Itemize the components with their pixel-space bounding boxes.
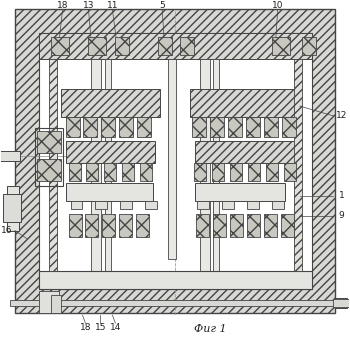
Bar xyxy=(247,214,260,237)
Bar xyxy=(10,300,341,306)
Bar xyxy=(49,59,57,271)
Bar xyxy=(65,117,79,137)
Bar xyxy=(200,59,210,279)
Text: 12: 12 xyxy=(336,111,347,120)
Bar xyxy=(230,163,242,181)
Bar xyxy=(248,163,260,181)
Bar xyxy=(334,299,350,307)
Bar xyxy=(282,117,296,137)
Bar xyxy=(103,214,116,237)
Bar xyxy=(38,33,312,59)
Bar xyxy=(104,163,116,181)
Bar xyxy=(84,117,97,137)
Bar xyxy=(212,163,224,181)
Bar xyxy=(38,291,58,313)
Text: 14: 14 xyxy=(110,323,121,332)
Bar xyxy=(246,117,260,137)
Bar xyxy=(65,141,155,163)
Bar xyxy=(266,163,278,181)
Bar xyxy=(119,214,132,237)
Bar xyxy=(213,59,219,279)
Bar xyxy=(195,183,285,200)
Text: 18: 18 xyxy=(80,323,91,332)
Bar xyxy=(192,117,206,137)
Bar xyxy=(281,214,294,237)
Bar xyxy=(210,117,224,137)
Bar xyxy=(105,59,111,279)
Bar xyxy=(222,200,234,209)
Bar xyxy=(264,117,278,137)
Bar xyxy=(7,186,19,231)
Bar xyxy=(136,214,149,237)
Bar xyxy=(37,159,61,181)
Text: 1: 1 xyxy=(338,191,344,200)
Text: 10: 10 xyxy=(272,1,284,10)
Text: 15: 15 xyxy=(94,323,106,332)
Text: 16: 16 xyxy=(1,226,13,235)
Bar xyxy=(122,163,134,181)
Bar xyxy=(272,200,284,209)
Bar xyxy=(294,59,302,271)
Bar xyxy=(96,200,107,209)
Bar xyxy=(51,37,69,55)
Bar xyxy=(3,194,21,222)
Bar xyxy=(102,117,116,137)
Bar xyxy=(140,163,152,181)
Bar xyxy=(35,128,63,186)
Bar xyxy=(85,214,98,237)
Text: 9: 9 xyxy=(338,211,344,220)
Bar xyxy=(145,200,157,209)
Bar xyxy=(38,271,312,289)
Bar xyxy=(69,163,81,181)
Bar xyxy=(228,117,242,137)
Bar xyxy=(120,200,132,209)
Bar xyxy=(168,59,176,260)
Bar xyxy=(116,37,129,55)
Text: Фиг 1: Фиг 1 xyxy=(194,324,226,334)
Bar xyxy=(158,37,172,55)
Bar xyxy=(89,37,106,55)
Bar xyxy=(284,163,296,181)
Bar xyxy=(302,37,316,55)
Bar xyxy=(15,9,336,313)
Bar xyxy=(38,33,312,289)
Bar xyxy=(195,141,295,163)
Text: 13: 13 xyxy=(83,1,94,10)
Bar xyxy=(0,151,20,161)
Bar xyxy=(51,295,61,313)
Bar xyxy=(272,37,290,55)
Bar xyxy=(190,89,300,117)
Bar xyxy=(180,37,194,55)
Bar xyxy=(69,214,82,237)
Text: 11: 11 xyxy=(107,1,118,10)
Bar xyxy=(91,59,102,279)
Bar xyxy=(37,131,61,153)
Bar xyxy=(65,183,153,200)
Bar xyxy=(264,214,277,237)
Text: 5: 5 xyxy=(159,1,165,10)
Bar xyxy=(230,214,243,237)
Text: 18: 18 xyxy=(57,1,68,10)
Bar xyxy=(247,200,259,209)
Bar xyxy=(119,117,133,137)
Bar xyxy=(194,163,206,181)
Bar xyxy=(336,298,348,308)
Bar xyxy=(61,89,160,117)
Bar xyxy=(71,200,83,209)
Bar xyxy=(213,214,226,237)
Bar xyxy=(137,117,151,137)
Bar xyxy=(86,163,98,181)
Bar xyxy=(197,200,209,209)
Bar xyxy=(196,214,209,237)
